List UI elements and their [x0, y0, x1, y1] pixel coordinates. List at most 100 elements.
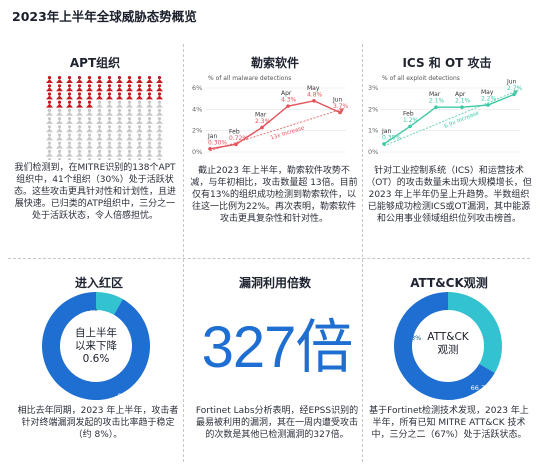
person-body	[126, 95, 133, 100]
person-body	[46, 152, 53, 157]
person-body	[146, 128, 153, 133]
person-body	[96, 95, 103, 100]
person-head	[117, 117, 122, 121]
series-line	[209, 100, 341, 150]
apt-active-person	[46, 76, 53, 83]
slice-label: 66.7%	[471, 384, 492, 392]
person-head	[137, 133, 142, 137]
y-tick-label: 6%	[192, 84, 202, 92]
y-tick-label: 2%	[192, 127, 202, 135]
apt-inactive-person	[156, 117, 163, 124]
person-head	[57, 125, 62, 129]
apt-inactive-person	[127, 158, 132, 160]
person-body	[96, 120, 103, 124]
person-body	[66, 144, 73, 149]
apt-active-person	[46, 84, 53, 92]
apt-inactive-person	[97, 158, 102, 160]
data-label: 2.1%	[429, 98, 445, 105]
person-body	[96, 103, 103, 108]
person-head	[57, 149, 62, 153]
person-head	[157, 108, 162, 112]
person-head	[147, 149, 152, 153]
apt-active-person	[146, 92, 153, 100]
apt-active-person	[96, 92, 103, 100]
person-head	[77, 133, 82, 137]
y-tick-label: 1%	[368, 127, 378, 135]
apt-inactive-person	[106, 125, 113, 133]
apt-active-person	[106, 84, 113, 92]
apt-active-person	[56, 92, 63, 100]
person-head	[157, 117, 162, 121]
person-head	[47, 158, 52, 160]
person-head	[157, 100, 162, 104]
person-head	[67, 125, 72, 129]
person-body	[76, 128, 83, 133]
apt-inactive-person	[136, 133, 143, 141]
person-body	[116, 87, 123, 92]
apt-inactive-person	[96, 108, 103, 116]
divider-horizontal	[8, 258, 530, 259]
ransomware-title: 勒索软件	[250, 56, 299, 70]
trend-arrow-head	[339, 108, 344, 113]
person-head	[147, 125, 152, 129]
apt-inactive-person	[116, 100, 123, 108]
apt-inactive-person	[66, 141, 73, 149]
person-body	[146, 152, 153, 157]
apt-inactive-person	[107, 158, 112, 160]
data-label: 4.8%	[307, 91, 323, 98]
apt-active-person	[56, 84, 63, 92]
apt-inactive-person	[136, 141, 143, 149]
apt-inactive-person	[46, 108, 53, 116]
person-head	[77, 158, 82, 160]
data-label: 0.38%	[382, 134, 401, 141]
person-head	[57, 76, 62, 80]
donut-slice	[448, 292, 502, 373]
data-label: 0.72%	[229, 135, 248, 142]
data-label: 2.2%	[481, 96, 497, 103]
apt-inactive-person	[126, 141, 133, 149]
person-body	[66, 136, 73, 141]
person-body	[156, 152, 163, 157]
apt-inactive-person	[126, 117, 133, 124]
person-body	[156, 111, 163, 116]
apt-inactive-person	[136, 100, 143, 108]
apt-active-person	[76, 76, 83, 83]
x-category-label: Jan	[207, 133, 217, 140]
person-head	[127, 108, 132, 112]
apt-inactive-person	[86, 141, 93, 149]
apt-active-person	[56, 76, 63, 83]
apt-inactive-person	[146, 133, 153, 141]
person-body	[136, 152, 143, 157]
apt-active-person	[76, 100, 83, 108]
person-head	[127, 92, 132, 96]
person-body	[86, 144, 93, 149]
donut-center-text: 观测	[438, 343, 459, 356]
person-head	[67, 108, 72, 112]
person-head	[47, 76, 52, 80]
apt-inactive-person	[136, 125, 143, 133]
apt-inactive-person	[116, 149, 123, 157]
person-body	[66, 79, 73, 83]
person-body	[136, 111, 143, 116]
person-body	[46, 136, 53, 141]
apt-active-person	[156, 84, 163, 92]
x-category-label: Jan	[381, 128, 391, 135]
apt-active-person	[86, 100, 93, 108]
data-point	[312, 99, 316, 103]
person-body	[96, 152, 103, 157]
person-body	[126, 128, 133, 133]
person-head	[47, 100, 52, 104]
person-head	[147, 108, 152, 112]
x-category-label: Feb	[229, 128, 240, 135]
person-body	[126, 136, 133, 141]
person-head	[127, 100, 132, 104]
apt-inactive-person	[116, 117, 123, 124]
apt-active-person	[116, 92, 123, 100]
person-body	[56, 136, 63, 141]
person-body	[56, 128, 63, 133]
y-tick-label: 2%	[368, 105, 378, 113]
person-head	[97, 125, 102, 129]
person-head	[107, 149, 112, 153]
person-body	[106, 128, 113, 133]
person-body	[56, 87, 63, 92]
